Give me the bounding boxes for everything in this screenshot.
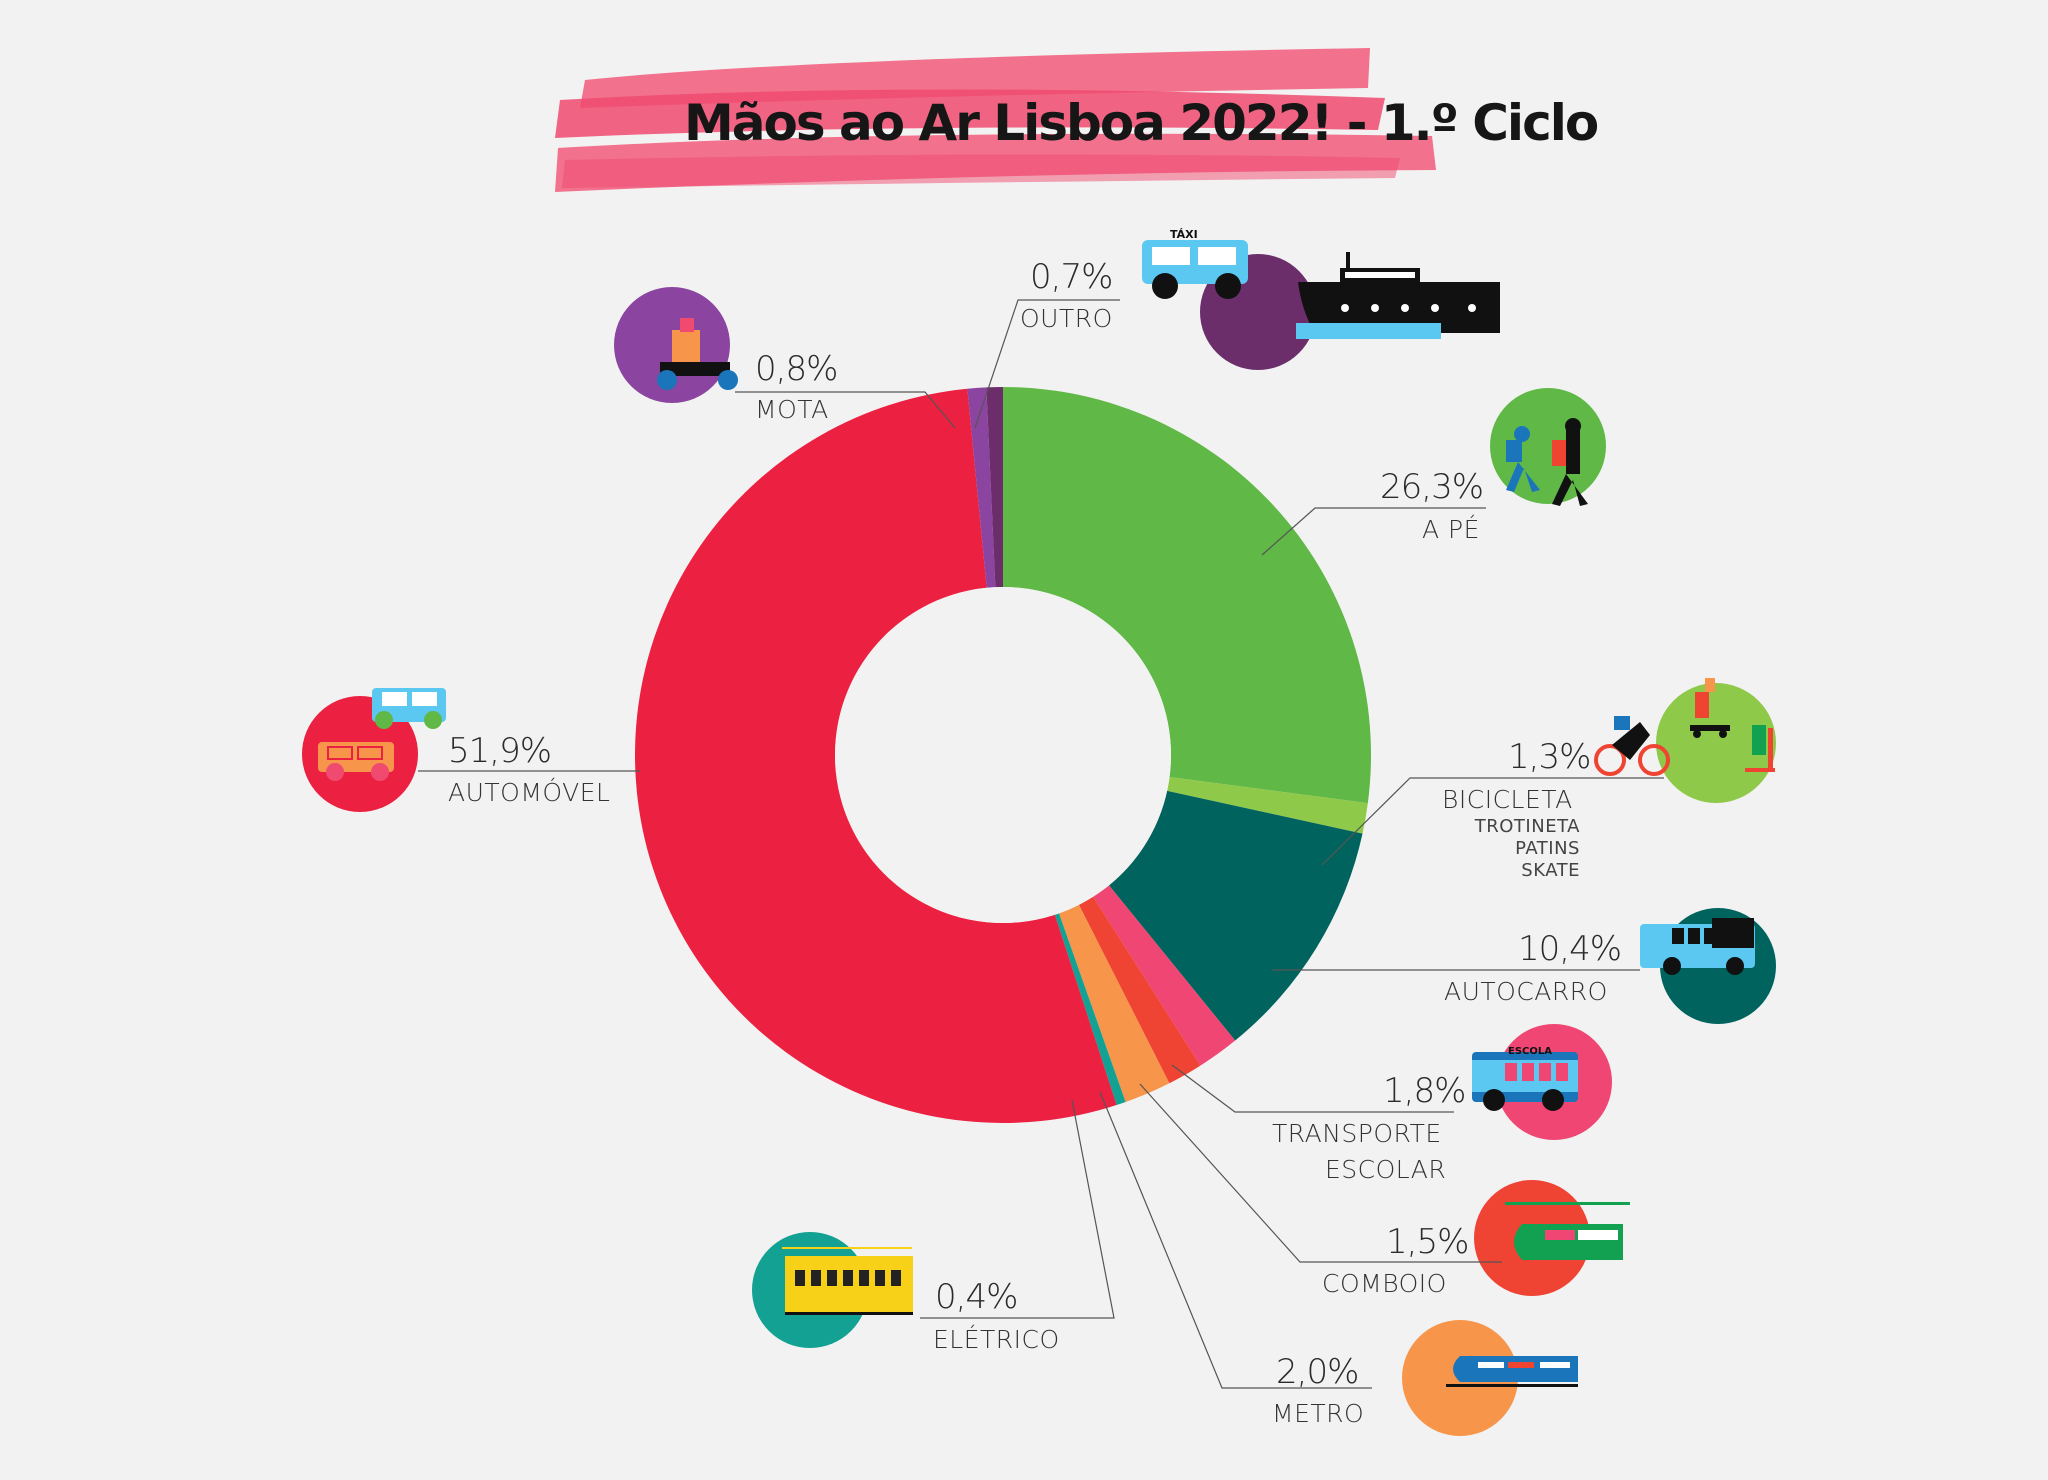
mota-percent: 0,8% — [755, 349, 837, 389]
school-bus-icon: ESCOLA — [1472, 1046, 1578, 1111]
ape-label: A PÉ — [1422, 515, 1480, 544]
ape-percent: 26,3% — [1380, 467, 1483, 507]
slice-bicicleta — [1167, 776, 1368, 834]
ape-leader — [1261, 507, 1486, 556]
bicicleta-sublabel-2: PATINS — [1515, 838, 1580, 859]
legend-automovel: 51,9% AUTOMÓVEL — [302, 688, 640, 812]
transporte-leader — [1171, 1064, 1454, 1113]
chart-title: Mãos ao Ar Lisboa 2022! - 1.º Ciclo — [684, 94, 1598, 152]
outro-percent: 0,7% — [1030, 257, 1112, 297]
bicicleta-label: BICICLETA — [1442, 785, 1573, 814]
eletrico-label: ELÉTRICO — [933, 1325, 1060, 1354]
bicicleta-sublabel-1: TROTINETA — [1474, 816, 1580, 837]
bicicleta-sublabel-3: SKATE — [1521, 860, 1580, 881]
outro-leader — [974, 299, 1120, 429]
slice-eletrico — [1054, 913, 1126, 1106]
automovel-label: AUTOMÓVEL — [448, 777, 610, 807]
eletrico-leader — [920, 1099, 1115, 1319]
eletrico-percent: 0,4% — [935, 1277, 1017, 1317]
slice-transporte — [1093, 885, 1236, 1066]
slice-automovel — [635, 388, 1117, 1123]
automovel-percent: 51,9% — [448, 731, 551, 771]
title-banner — [555, 48, 1436, 192]
metro-percent: 2,0% — [1276, 1352, 1358, 1392]
mota-leader — [735, 391, 956, 429]
taxi-boat-icon: TÁXI — [1142, 228, 1500, 339]
slice-ape — [1003, 387, 1371, 804]
metro-label: METRO — [1272, 1399, 1364, 1428]
legend-bicicleta: 1,3% BICICLETA TROTINETA PATINS SKATE — [1321, 678, 1776, 881]
taxi-sign: TÁXI — [1170, 228, 1198, 241]
bicycle-scooter-skate-icon — [1594, 678, 1775, 776]
transporte-label-line2: ESCOLAR — [1325, 1155, 1446, 1184]
legend-transporte-escolar: ESCOLA 1,8% TRANSPORTE ESCOLAR — [1171, 1024, 1612, 1184]
legend-mota: 0,8% MOTA — [614, 287, 956, 429]
donut-hole — [835, 587, 1171, 923]
comboio-percent: 1,5% — [1386, 1222, 1468, 1262]
legend-outro: TÁXI 0,7% OUTRO — [974, 228, 1500, 429]
tram-icon — [782, 1247, 913, 1315]
donut-slices — [635, 387, 1371, 1123]
train-icon — [1505, 1202, 1630, 1260]
walking-children-icon — [1506, 418, 1588, 506]
metro-leader — [1099, 1091, 1372, 1389]
car-icon — [318, 688, 446, 781]
transporte-percent: 1,8% — [1383, 1071, 1465, 1111]
comboio-label: COMBOIO — [1322, 1269, 1447, 1298]
bicicleta-percent: 1,3% — [1508, 737, 1590, 777]
slice-outro — [986, 387, 1003, 588]
slice-metro — [1058, 904, 1170, 1102]
legend-autocarro: 10,4% AUTOCARRO — [1272, 908, 1776, 1024]
slice-mota — [967, 387, 996, 588]
legend-eletrico: 0,4% ELÉTRICO — [752, 1099, 1115, 1354]
motorbike-icon — [657, 318, 738, 390]
school-sign: ESCOLA — [1508, 1046, 1552, 1057]
bicicleta-badge — [1656, 683, 1776, 803]
transporte-label-line1: TRANSPORTE — [1272, 1119, 1442, 1148]
legend-comboio: 1,5% COMBOIO — [1139, 1083, 1630, 1298]
bicicleta-leader — [1321, 777, 1664, 866]
autocarro-label: AUTOCARRO — [1444, 977, 1608, 1006]
slice-autocarro — [1108, 790, 1363, 1041]
legend-metro: 2,0% METRO — [1099, 1091, 1578, 1436]
autocarro-percent: 10,4% — [1518, 929, 1621, 969]
legend-ape: 26,3% A PÉ — [1261, 388, 1606, 556]
metro-icon — [1446, 1356, 1578, 1387]
bus-icon — [1640, 918, 1755, 975]
slice-comboio — [1078, 896, 1201, 1084]
outro-label: OUTRO — [1020, 304, 1113, 333]
mota-label: MOTA — [755, 395, 829, 424]
comboio-leader — [1139, 1083, 1502, 1263]
